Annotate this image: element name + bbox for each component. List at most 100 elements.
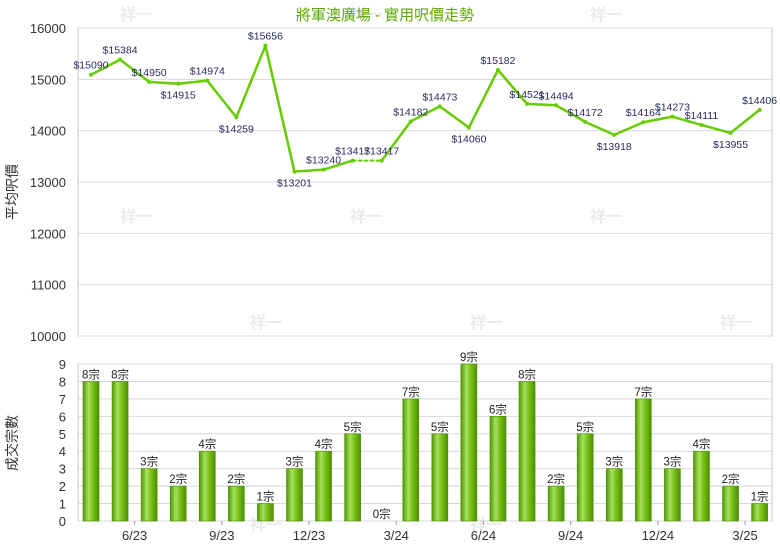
- y-tick-label: 15000: [30, 72, 66, 87]
- data-label: $14494: [539, 90, 574, 102]
- bar-label: 4宗: [693, 437, 711, 451]
- bar: [140, 468, 158, 522]
- line-segment: [118, 58, 151, 84]
- data-label: $14473: [422, 91, 457, 103]
- data-point: [554, 103, 559, 108]
- watermark: 祥一: [720, 313, 752, 332]
- x-tick-label: 12/23: [293, 528, 326, 543]
- data-label: $15182: [480, 55, 515, 67]
- data-point: [147, 79, 152, 84]
- y-tick-label: 10000: [30, 329, 66, 344]
- data-label: $14950: [132, 67, 167, 79]
- data-label: $13918: [597, 141, 632, 153]
- y-tick-label: 7: [59, 392, 66, 407]
- bar: [198, 450, 216, 522]
- bar: [315, 450, 332, 522]
- line-segment: [322, 159, 354, 171]
- data-point: [641, 120, 646, 125]
- bar: [693, 450, 710, 522]
- line-segment: [147, 80, 180, 85]
- bar: [547, 485, 565, 522]
- bar-label: 8宗: [82, 367, 100, 381]
- data-point: [350, 158, 355, 163]
- watermark: 祥一: [590, 207, 622, 226]
- x-tick-label: 12/24: [642, 528, 675, 543]
- bar-label: 3宗: [140, 455, 158, 469]
- bar: [664, 468, 681, 522]
- bar-label: 3宗: [605, 455, 623, 469]
- bar-label: 4宗: [198, 437, 216, 451]
- line-segment: [206, 79, 238, 119]
- data-point: [757, 107, 762, 112]
- y-tick-label: 12000: [30, 226, 66, 241]
- bar: [460, 363, 478, 522]
- line-segment: [583, 120, 616, 137]
- bar: [169, 485, 187, 522]
- line-segment: [235, 44, 267, 119]
- data-point: [321, 167, 326, 172]
- data-label: $14273: [655, 102, 690, 114]
- bar: [111, 381, 129, 522]
- data-point: [728, 130, 733, 135]
- data-point: [234, 115, 239, 120]
- data-point: [263, 43, 268, 48]
- bar: [722, 485, 739, 522]
- price-line-chart: 將軍澳廣場 - 實用呎價走勢 平均呎價 10000 11000 12000 13000…: [4, 6, 777, 344]
- line-segment: [293, 168, 325, 173]
- bar-label: 1宗: [751, 490, 769, 504]
- line-segment: [89, 58, 122, 76]
- data-point: [379, 158, 384, 163]
- y-tick-label: 0: [59, 514, 66, 529]
- data-label: $14060: [451, 134, 486, 146]
- data-point: [292, 169, 297, 174]
- line-segment: [264, 44, 296, 173]
- bar-label: 0宗: [373, 507, 391, 521]
- bar-label: 9宗: [460, 350, 478, 364]
- volume-bar-chart: 成交宗數 0 1 2 3 4 5 6 7 8 9 6/23 9/23 12/23 3/24 6/24 9/2…: [4, 350, 773, 543]
- bar: [344, 433, 361, 522]
- data-label: $15656: [248, 31, 283, 43]
- data-point: [89, 72, 93, 77]
- bar: [751, 503, 768, 522]
- data-point: [466, 125, 471, 130]
- bar-label: 4宗: [315, 437, 333, 451]
- line-segment: [176, 79, 209, 85]
- gridlines: [78, 363, 772, 522]
- bar-label: 2宗: [169, 472, 187, 486]
- bar: [431, 433, 449, 522]
- bar: [605, 468, 623, 522]
- y-tick-label: 9: [59, 357, 66, 372]
- data-point: [205, 78, 210, 83]
- line-segment: [613, 120, 645, 137]
- watermark: 祥一: [590, 5, 622, 24]
- bar: [489, 416, 507, 522]
- data-point: [670, 114, 675, 119]
- y-tick-label: 16000: [30, 21, 66, 36]
- bar-label: 8宗: [111, 367, 129, 381]
- watermark: 祥一: [120, 5, 152, 24]
- bar-label: 8宗: [518, 367, 536, 381]
- bar: [228, 485, 245, 522]
- watermark: 祥一: [470, 313, 502, 332]
- x-tick-label: 3/24: [384, 528, 409, 543]
- y-tick-label: 3: [59, 462, 66, 477]
- x-tick-label: 6/23: [122, 528, 147, 543]
- bar-label: 3宗: [286, 455, 304, 469]
- x-tick-label: 9/23: [209, 528, 234, 543]
- data-point: [408, 119, 413, 124]
- line-segment: [438, 105, 471, 129]
- y-tick-label: 14000: [30, 124, 66, 139]
- data-label: $14406: [742, 95, 777, 107]
- watermark: 祥一: [350, 5, 382, 24]
- data-point: [699, 122, 704, 127]
- y-tick-label: 11000: [31, 278, 66, 293]
- line-segment: [642, 115, 674, 124]
- data-point: [525, 101, 530, 106]
- data-labels: $15090 $15384 $14950 $14915 $14974 $14259 $156…: [73, 31, 777, 190]
- bar-label: 2宗: [722, 472, 740, 486]
- bar-label: 2宗: [227, 472, 245, 486]
- data-label: $13955: [713, 139, 748, 151]
- data-label: $13417: [335, 146, 370, 158]
- bar-label: 6宗: [489, 402, 507, 416]
